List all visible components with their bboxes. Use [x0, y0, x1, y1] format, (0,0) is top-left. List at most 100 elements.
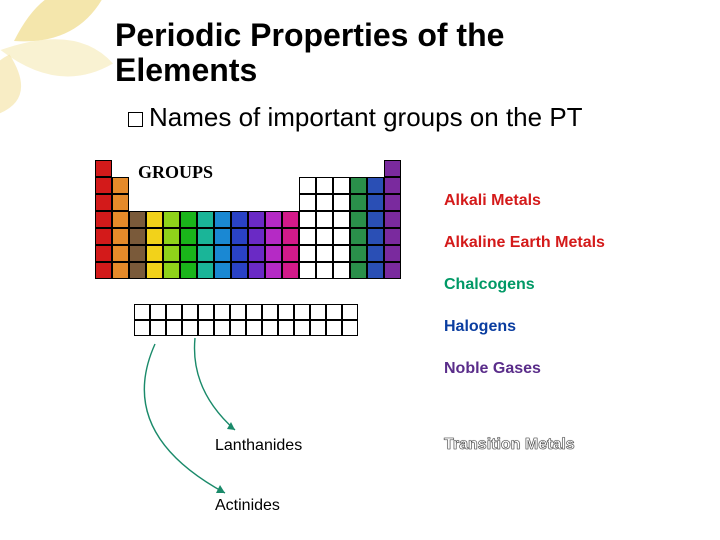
pt-cell: [384, 177, 401, 194]
f-block-cell: [134, 320, 150, 336]
subtitle-text: Names of important groups on the PT: [149, 102, 583, 132]
pt-cell: [299, 177, 316, 194]
pt-cell: [384, 194, 401, 211]
f-block-cell: [150, 304, 166, 320]
pt-cell: [384, 211, 401, 228]
pt-cell: [299, 262, 316, 279]
pt-cell: [146, 262, 163, 279]
f-block-cell: [182, 304, 198, 320]
pt-cell: [112, 228, 129, 245]
pt-cell: [248, 245, 265, 262]
pt-cell: [231, 262, 248, 279]
pt-cell: [282, 245, 299, 262]
pt-cell: [350, 211, 367, 228]
pt-cell: [367, 262, 384, 279]
group-legend: Alkali MetalsAlkaline Earth MetalsChalco…: [444, 192, 674, 378]
f-block-cell: [182, 320, 198, 336]
pt-cell: [146, 228, 163, 245]
pt-cell: [367, 228, 384, 245]
pt-cell: [265, 211, 282, 228]
f-block-cell: [342, 320, 358, 336]
pt-cell: [367, 177, 384, 194]
pt-cell: [95, 160, 112, 177]
pt-cell: [265, 228, 282, 245]
slide-subtitle: Names of important groups on the PT: [128, 102, 583, 133]
pt-cell: [163, 211, 180, 228]
pt-cell: [197, 228, 214, 245]
lanthanides-label: Lanthanides: [215, 437, 302, 455]
pt-cell: [299, 245, 316, 262]
pt-cell: [316, 194, 333, 211]
transition-metals-label: Transition Metals: [444, 436, 575, 454]
periodic-table-main: [95, 160, 401, 279]
slide-title: Periodic Properties of the Elements: [115, 18, 615, 88]
pt-cell: [248, 228, 265, 245]
f-block-cell: [294, 304, 310, 320]
pt-cell: [282, 262, 299, 279]
pt-cell: [180, 262, 197, 279]
pt-cell: [333, 194, 350, 211]
f-block-cell: [326, 304, 342, 320]
pt-cell: [384, 228, 401, 245]
f-block-cell: [230, 304, 246, 320]
f-block-cell: [310, 304, 326, 320]
f-block-cell: [278, 304, 294, 320]
pt-cell: [214, 245, 231, 262]
legend-item: Alkali Metals: [444, 192, 674, 210]
pt-cell: [367, 194, 384, 211]
pt-cell: [299, 194, 316, 211]
f-block-cell: [150, 320, 166, 336]
legend-item: Noble Gases: [444, 360, 674, 378]
f-block-cell: [166, 304, 182, 320]
pt-cell: [112, 262, 129, 279]
pt-cell: [333, 211, 350, 228]
f-block-cell: [278, 320, 294, 336]
pt-cell: [333, 245, 350, 262]
pt-cell: [95, 211, 112, 228]
pt-cell: [350, 245, 367, 262]
pt-cell: [316, 262, 333, 279]
actinides-arrow-icon: [130, 338, 240, 503]
f-block-cell: [342, 304, 358, 320]
pt-cell: [197, 262, 214, 279]
f-block-cell: [262, 320, 278, 336]
pt-cell: [163, 228, 180, 245]
pt-cell: [129, 245, 146, 262]
bullet-box-icon: [128, 112, 143, 127]
pt-cell: [367, 211, 384, 228]
f-block-cell: [246, 320, 262, 336]
pt-cell: [129, 228, 146, 245]
pt-cell: [95, 228, 112, 245]
f-block-cell: [166, 320, 182, 336]
pt-cell: [384, 245, 401, 262]
pt-cell: [146, 245, 163, 262]
actinides-label: Actinides: [215, 497, 280, 515]
pt-cell: [95, 194, 112, 211]
pt-cell: [316, 211, 333, 228]
pt-cell: [350, 177, 367, 194]
pt-cell: [367, 245, 384, 262]
pt-cell: [333, 262, 350, 279]
f-block-cell: [230, 320, 246, 336]
pt-cell: [180, 211, 197, 228]
pt-cell: [95, 177, 112, 194]
f-block-cell: [294, 320, 310, 336]
pt-cell: [163, 262, 180, 279]
pt-cell: [265, 245, 282, 262]
f-block-cell: [198, 320, 214, 336]
pt-cell: [333, 177, 350, 194]
periodic-table-f-block: [134, 304, 358, 336]
pt-cell: [384, 160, 401, 177]
f-block-cell: [214, 304, 230, 320]
pt-cell: [282, 228, 299, 245]
pt-cell: [129, 211, 146, 228]
pt-cell: [248, 262, 265, 279]
f-block-cell: [246, 304, 262, 320]
pt-cell: [316, 177, 333, 194]
pt-cell: [350, 194, 367, 211]
f-block-cell: [214, 320, 230, 336]
pt-cell: [333, 228, 350, 245]
pt-cell: [384, 262, 401, 279]
pt-cell: [299, 211, 316, 228]
f-block-cell: [326, 320, 342, 336]
